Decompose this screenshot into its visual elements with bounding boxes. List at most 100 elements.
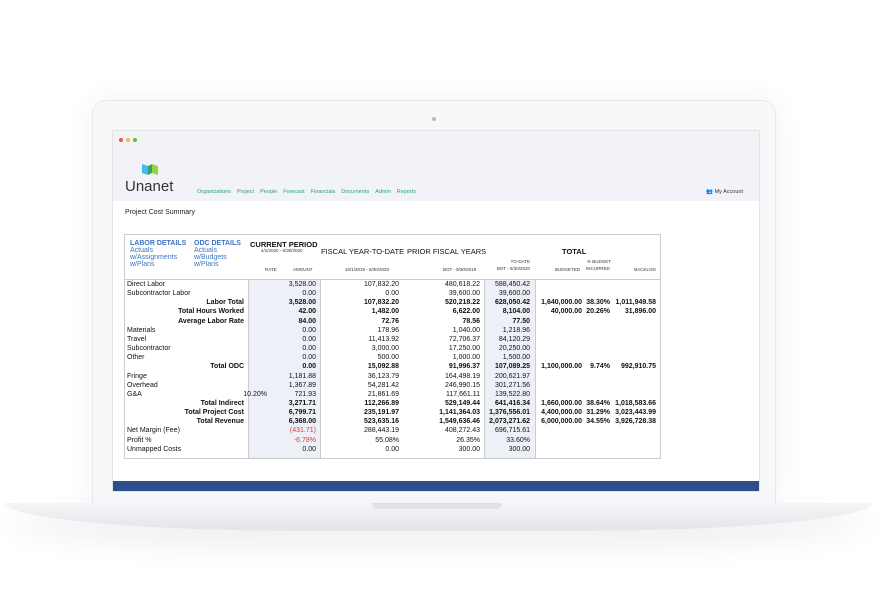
table-row: Unmapped Costs 0.00 0.00 300.00 300.00 — [125, 445, 660, 454]
cell-amount: 0.00 — [302, 363, 316, 371]
nav-financials[interactable]: Financials — [310, 189, 336, 195]
cell-amount: 0.00 — [302, 445, 316, 453]
cell-pfy: 520,218.22 — [444, 299, 480, 307]
nav-organizations[interactable]: Organizations — [197, 189, 231, 195]
unanet-logo-icon — [142, 164, 158, 175]
cell-todate: 107,089.25 — [494, 363, 530, 371]
app-header: Unanet Organizations Project People Forecas… — [113, 151, 759, 201]
cell-rate: 10.20% — [243, 390, 267, 398]
cell-pfy: 72,706.37 — [448, 335, 480, 343]
brand-name: Unanet — [125, 178, 174, 195]
row-label: Profit % — [127, 436, 152, 444]
cell-backlog: 3,926,728.38 — [615, 418, 656, 426]
cell-amount: 0.00 — [302, 335, 316, 343]
cell-backlog: 992,910.75 — [620, 363, 656, 371]
pfy-range: BOT - 9/30/2019 — [443, 267, 477, 272]
row-label: Total ODC — [210, 363, 244, 371]
cell-todate: 139,522.80 — [494, 390, 530, 398]
cell-budgeted: 1,640,000.00 — [541, 299, 582, 307]
cell-fytd: 55.08% — [375, 436, 399, 444]
cell-pfy: 408,272.43 — [444, 427, 480, 435]
cell-fytd: 36,123.79 — [367, 372, 399, 380]
close-dot[interactable] — [119, 138, 123, 142]
table-row: Profit % -6.78% 55.08% 26.35% 33.60% — [125, 436, 660, 445]
nav-documents[interactable]: Documents — [341, 189, 370, 195]
cell-amount: 6,368.00 — [288, 418, 316, 426]
cell-pfy: 6,622.00 — [452, 308, 480, 316]
pct-header: % BUDGET — [587, 259, 612, 264]
table-row: Subcontractor Labor 0.00 0.00 39,600.00 39,6… — [125, 289, 660, 298]
cell-pfy: 117,661.11 — [446, 390, 480, 398]
labor-details-link[interactable]: w/Plans — [130, 261, 155, 268]
table-row: Net Margin (Fee) (431.71) 288,443.19 408,27… — [125, 426, 660, 435]
cost-summary-table: LABOR DETAILS Actuals w/Assignments w/Plan… — [124, 234, 661, 459]
backlog-header: BACKLOG — [634, 267, 656, 272]
cell-fytd: 21,861.69 — [367, 390, 399, 398]
table-row: Materials 0.00 178.96 1,040.00 1,218.96 — [125, 326, 660, 335]
cell-pct: 38.64% — [586, 399, 610, 407]
fytd-title: FISCAL YEAR-TO-DATE — [321, 247, 405, 256]
cell-pct: 34.55% — [586, 418, 610, 426]
row-label: Other — [127, 354, 145, 362]
nav-reports[interactable]: Reports — [396, 189, 417, 195]
odc-details-title: ODC DETAILS — [194, 240, 241, 247]
cell-fytd: 0.00 — [385, 290, 399, 298]
table-row: Direct Labor 3,528.00 107,832.20 480,618.22… — [125, 280, 660, 289]
cell-fytd: 0.00 — [385, 445, 399, 453]
row-label: Subcontractor Labor — [127, 290, 191, 298]
cell-todate: 1,218.96 — [502, 326, 530, 334]
labor-details-link[interactable]: w/Assignments — [130, 254, 178, 261]
odc-details-link[interactable]: Actuals — [194, 247, 217, 254]
cell-amount: 3,271.71 — [288, 399, 316, 407]
cell-pct: 9.74% — [590, 363, 610, 371]
nav-admin[interactable]: Admin — [375, 189, 391, 195]
cell-pfy: 1,141,364.03 — [439, 409, 480, 417]
cell-pct: 20.26% — [586, 308, 610, 316]
odc-details-link[interactable]: w/Plans — [194, 261, 219, 268]
odc-details-link[interactable]: w/Budgets — [194, 254, 227, 261]
cell-budgeted: 1,660,000.00 — [541, 399, 582, 407]
todate-shade — [485, 279, 535, 458]
page-title: Project Cost Summary — [125, 209, 196, 216]
maximize-dot[interactable] — [133, 138, 137, 142]
row-label: G&A — [127, 390, 142, 398]
cell-pfy: 164,498.19 — [444, 372, 480, 380]
cell-todate: 20,250.00 — [498, 345, 530, 353]
cell-fytd: 54,281.42 — [367, 381, 399, 389]
my-account-label: My Account — [714, 189, 743, 195]
row-label: Total Indirect — [200, 399, 244, 407]
cell-fytd: 112,266.89 — [364, 399, 399, 407]
cell-backlog: 1,018,583.66 — [615, 399, 656, 407]
table-row: Total ODC 0.00 15,092.88 91,996.37 107,089.2… — [125, 362, 660, 371]
row-label: Unmapped Costs — [127, 445, 182, 453]
cell-todate: 301,271.56 — [494, 381, 530, 389]
cell-todate: 1,376,556.01 — [489, 409, 530, 417]
laptop-notch — [372, 503, 502, 509]
row-label: Overhead — [127, 381, 158, 389]
todate-header: TO-DATE — [510, 259, 530, 264]
table-row: Overhead 1,367.89 54,281.42 246,990.15 301,2… — [125, 381, 660, 390]
cell-budgeted: 1,100,000.00 — [541, 363, 582, 371]
nav-project[interactable]: Project — [236, 189, 255, 195]
cell-pct: 38.30% — [586, 299, 610, 307]
cell-pfy: 1,040.00 — [452, 326, 480, 334]
cell-pfy: 529,149.44 — [444, 399, 480, 407]
my-account-link[interactable]: 👥 My Account — [706, 189, 743, 195]
cell-amount: 0.00 — [302, 345, 316, 353]
labor-details-link[interactable]: Actuals — [130, 247, 153, 254]
nav-forecast[interactable]: Forecast — [283, 189, 305, 195]
minimize-dot[interactable] — [126, 138, 130, 142]
cell-budgeted: 6,000,000.00 — [541, 418, 582, 426]
cell-amount: 3,528.00 — [288, 281, 316, 288]
cell-pfy: 26.35% — [456, 436, 480, 444]
cell-amount: (431.71) — [289, 427, 316, 435]
cell-pfy: 246,990.15 — [444, 381, 480, 389]
window-chrome — [113, 131, 759, 151]
nav-people[interactable]: People — [260, 189, 278, 195]
cell-fytd: 235,191.97 — [363, 409, 399, 417]
cell-todate: 588,450.42 — [494, 281, 530, 288]
table-row: Fringe 1,181.88 36,123.79 164,498.19 200,621… — [125, 372, 660, 381]
cell-fytd: 3,000.00 — [371, 345, 399, 353]
rate-header: RATE — [265, 267, 277, 272]
cell-todate: 33.60% — [506, 436, 530, 444]
